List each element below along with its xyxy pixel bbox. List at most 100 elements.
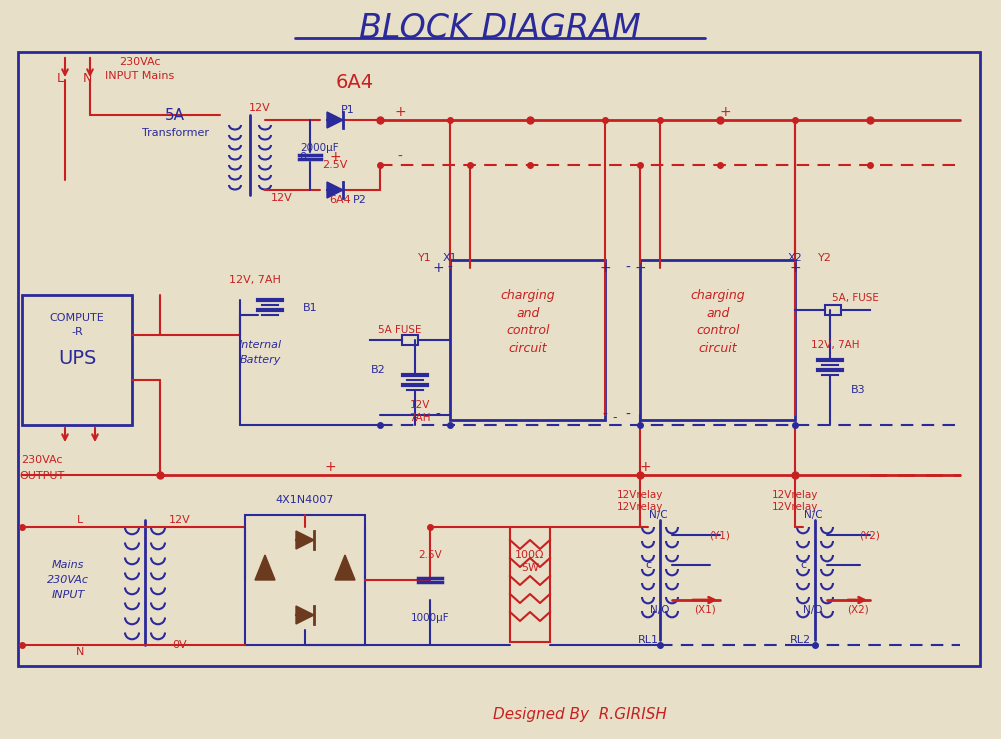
Text: B1: B1 — [302, 303, 317, 313]
Text: 12V: 12V — [409, 400, 430, 410]
Text: charging: charging — [691, 288, 746, 302]
Text: +: + — [635, 261, 646, 275]
Text: OUTPUT: OUTPUT — [19, 471, 65, 481]
Text: +: + — [432, 261, 443, 275]
Text: (X1): (X1) — [694, 605, 716, 615]
Text: and: and — [517, 307, 540, 319]
Text: 2.5V: 2.5V — [322, 160, 347, 170]
Text: B3: B3 — [851, 385, 865, 395]
Text: c: c — [645, 560, 651, 570]
Text: 1000µF: 1000µF — [410, 613, 449, 623]
Text: 4X1N4007: 4X1N4007 — [276, 495, 334, 505]
Text: 2.5V: 2.5V — [418, 550, 441, 560]
Text: +: + — [719, 105, 731, 119]
Text: COMPUTE: COMPUTE — [50, 313, 104, 323]
Text: RL2: RL2 — [790, 635, 811, 645]
Text: P2: P2 — [353, 195, 367, 205]
Text: RL1: RL1 — [638, 635, 659, 645]
Text: 100Ω: 100Ω — [516, 550, 545, 560]
Text: 12Vrelay: 12Vrelay — [617, 490, 664, 500]
Polygon shape — [327, 182, 343, 198]
Text: charging: charging — [500, 288, 556, 302]
Text: L: L — [77, 515, 83, 525]
Text: +: + — [600, 261, 611, 275]
Text: 6A4: 6A4 — [336, 72, 374, 92]
Text: control: control — [697, 324, 740, 336]
Text: X2: X2 — [788, 253, 803, 263]
Text: 5A, FUSE: 5A, FUSE — [832, 293, 879, 303]
Text: N/C: N/C — [649, 510, 668, 520]
Polygon shape — [255, 555, 275, 580]
Text: Designed By  R.GIRISH: Designed By R.GIRISH — [493, 707, 667, 723]
Text: -: - — [447, 261, 452, 275]
Text: and: and — [707, 307, 730, 319]
Text: 5W: 5W — [521, 563, 539, 573]
Text: +: + — [329, 150, 340, 164]
Bar — [18, 52, 980, 666]
Text: B2: B2 — [370, 365, 385, 375]
Text: 6A4: 6A4 — [329, 195, 351, 205]
Text: UPS: UPS — [58, 349, 96, 367]
Text: L: L — [57, 72, 64, 84]
Text: 12V, 7AH: 12V, 7AH — [811, 340, 859, 350]
Text: Internal: Internal — [238, 340, 281, 350]
Text: (X2): (X2) — [847, 605, 869, 615]
Text: c: c — [800, 560, 806, 570]
Text: X1: X1 — [442, 253, 457, 263]
Text: circuit: circuit — [509, 341, 548, 355]
Text: -: - — [626, 261, 631, 275]
Text: INPUT: INPUT — [51, 590, 85, 600]
Text: N/O: N/O — [651, 605, 670, 615]
Text: +: + — [324, 460, 335, 474]
Text: N: N — [83, 72, 92, 84]
Text: 5A: 5A — [165, 107, 185, 123]
Bar — [825, 305, 841, 315]
Text: 5A FUSE: 5A FUSE — [378, 325, 421, 335]
Text: 12V: 12V — [271, 193, 293, 203]
Bar — [450, 260, 605, 420]
Polygon shape — [296, 606, 314, 624]
Text: N/C: N/C — [804, 510, 822, 520]
Text: -: - — [412, 412, 417, 424]
Text: N: N — [76, 647, 84, 657]
Text: N/O: N/O — [803, 605, 823, 615]
Text: BLOCK DIAGRAM: BLOCK DIAGRAM — [359, 12, 641, 44]
Text: -: - — [397, 150, 402, 164]
Text: 12Vrelay: 12Vrelay — [772, 490, 818, 500]
Bar — [22, 295, 132, 425]
Text: control: control — [507, 324, 550, 336]
Text: 12V, 7AH: 12V, 7AH — [229, 275, 281, 285]
Text: -: - — [603, 408, 608, 422]
Text: +: + — [640, 460, 651, 474]
Text: -: - — [626, 408, 631, 422]
Text: 230VAc: 230VAc — [47, 575, 89, 585]
Text: INPUT Mains: INPUT Mains — [105, 71, 174, 81]
Text: 7AH: 7AH — [409, 413, 430, 423]
Text: 2000µF: 2000µF — [300, 143, 339, 153]
Text: 0: 0 — [299, 152, 306, 162]
Bar — [510, 527, 550, 642]
Text: Battery: Battery — [239, 355, 280, 365]
Text: -: - — [435, 408, 440, 422]
Text: (Y2): (Y2) — [860, 530, 881, 540]
Text: -: - — [613, 412, 618, 424]
Text: Mains: Mains — [52, 560, 84, 570]
Polygon shape — [335, 555, 355, 580]
Text: Y2: Y2 — [818, 253, 832, 263]
Text: Y1: Y1 — [418, 253, 431, 263]
Text: 230VAc: 230VAc — [21, 455, 63, 465]
Text: P1: P1 — [341, 105, 355, 115]
Text: 230VAc: 230VAc — [119, 57, 161, 67]
Text: 12Vrelay: 12Vrelay — [772, 502, 818, 512]
Text: 12V: 12V — [169, 515, 191, 525]
Bar — [640, 260, 795, 420]
Text: 0V: 0V — [173, 640, 187, 650]
Bar — [245, 515, 365, 645]
Text: circuit: circuit — [699, 341, 738, 355]
Text: Transformer: Transformer — [141, 128, 208, 138]
Polygon shape — [296, 531, 314, 549]
Text: +: + — [789, 261, 801, 275]
Polygon shape — [327, 112, 343, 128]
Text: 12Vrelay: 12Vrelay — [617, 502, 664, 512]
Bar — [402, 335, 418, 345]
